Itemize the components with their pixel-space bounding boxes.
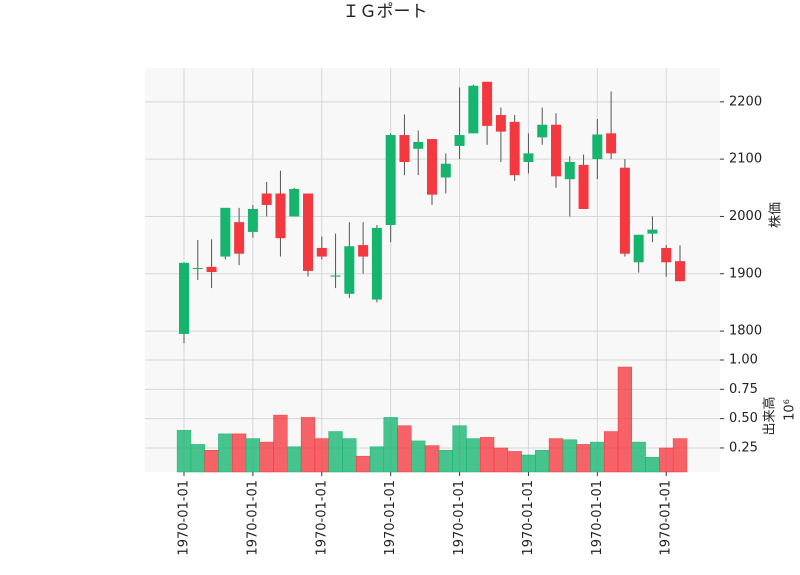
volume-bar [672, 438, 688, 473]
candle-body [330, 275, 341, 277]
candle-body [606, 133, 617, 154]
candle-body [619, 167, 630, 254]
price-axis-label: 株価 [769, 202, 784, 228]
volume-bar [645, 457, 660, 473]
x-tick-label: 1970-01-01 [245, 480, 260, 556]
volume-bar [190, 444, 205, 473]
volume-bar [603, 431, 619, 473]
candle-body [289, 188, 300, 217]
price-panel [145, 68, 720, 358]
volume-bar [328, 431, 343, 473]
y-tick-label: 1900 [729, 266, 762, 281]
candle-body [261, 193, 272, 205]
volume-bar [562, 439, 577, 473]
volume-bar [438, 450, 453, 473]
y-tick-label: 0.75 [729, 382, 758, 397]
candle-body [551, 124, 561, 177]
x-tick-label: 1970-01-01 [659, 480, 674, 556]
candle-body [647, 229, 658, 234]
volume-bar [231, 433, 247, 473]
candle-body [344, 246, 355, 294]
volume-bar [245, 438, 261, 473]
volume-bar [411, 440, 426, 473]
y-tick-label: 0.50 [729, 411, 758, 426]
y-tick-label: 1.00 [729, 352, 758, 367]
candle-body [179, 262, 189, 334]
x-tick-label: 1970-01-01 [521, 480, 536, 556]
volume-bar [287, 446, 302, 473]
candle-body [399, 135, 410, 162]
y-tick-label: 2200 [729, 94, 762, 109]
volume-bar [631, 441, 646, 473]
candle-body [275, 193, 286, 239]
x-tick-label: 1970-01-01 [452, 480, 467, 556]
volume-bar [590, 441, 605, 473]
candle-body [564, 161, 575, 180]
volume-bar [355, 455, 371, 473]
candle-body [206, 266, 217, 273]
volume-bar [273, 414, 288, 473]
volume-offset-label: 10⁶ [783, 399, 798, 421]
volume-bar [218, 433, 233, 473]
candle-body [316, 247, 327, 257]
volume-bar [521, 454, 536, 473]
candle-body [440, 163, 451, 178]
candle-body [247, 208, 258, 232]
candle-body [675, 261, 685, 282]
volume-bar [548, 438, 564, 473]
volume-bar [535, 450, 550, 473]
candle-body [537, 124, 548, 138]
volume-bar [466, 438, 481, 473]
volume-bar [300, 417, 316, 473]
candle-body [303, 193, 313, 271]
candle-body [468, 85, 479, 134]
candle-body [413, 141, 424, 149]
candle-body [523, 153, 534, 162]
candle-body [385, 135, 396, 226]
volume-bar [479, 437, 495, 473]
candle-body [234, 222, 245, 254]
x-tick-label: 1970-01-01 [314, 480, 329, 556]
candle-body [220, 207, 231, 257]
y-tick-label: 0.25 [729, 440, 758, 455]
candle-body [192, 268, 203, 270]
x-tick-label: 1970-01-01 [590, 480, 605, 556]
candle-body [482, 81, 493, 126]
candle-body [509, 121, 520, 176]
volume-bar [397, 425, 412, 473]
volume-bar [383, 417, 398, 473]
candle-body [578, 164, 589, 209]
volume-axis-label: 出来高 [762, 396, 778, 435]
y-tick-label: 2100 [729, 152, 762, 167]
volume-bar [369, 446, 385, 473]
volume-bar [576, 444, 591, 473]
candle-body [592, 134, 603, 160]
volume-bar [176, 430, 192, 473]
volume-bar [493, 447, 509, 473]
candle-body [495, 114, 506, 132]
x-tick-label: 1970-01-01 [177, 480, 192, 556]
candle-body [427, 139, 437, 195]
volume-bar [617, 366, 633, 473]
candle-body [371, 227, 382, 300]
volume-bar [342, 438, 357, 473]
y-tick-label: 1800 [729, 324, 762, 339]
volume-bar [314, 438, 329, 473]
volume-bar [507, 451, 522, 473]
candle-body [358, 245, 369, 257]
candle-body [661, 247, 672, 263]
volume-bar [452, 425, 467, 473]
volume-bar [424, 445, 440, 473]
x-tick-label: 1970-01-01 [383, 480, 398, 556]
candle-body [454, 135, 465, 146]
candle-body [633, 234, 644, 263]
volume-bar [659, 447, 674, 473]
y-tick-label: 2000 [729, 209, 762, 224]
chart-title: ＩＧポート [343, 2, 428, 22]
volume-bar [204, 450, 219, 473]
volume-bar [259, 441, 274, 473]
